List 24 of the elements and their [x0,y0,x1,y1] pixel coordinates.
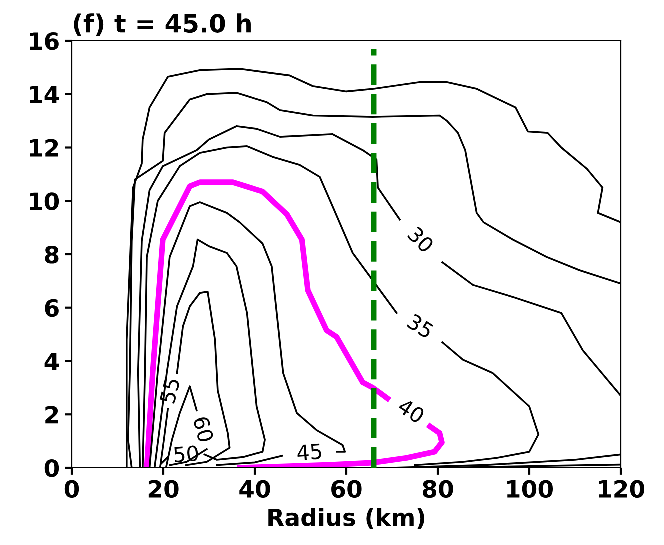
text: 35 [406,313,435,340]
y-tick-label: 4 [44,353,60,370]
series-label: 45 [297,444,322,461]
x-tick-label: 120 [599,480,645,498]
text: 40 [397,398,426,424]
y-tick-label: 12 [30,139,58,157]
y-tick-label: 2 [46,406,58,424]
x-tick-label: 80 [423,480,454,498]
y-tick-label: 8 [45,246,59,264]
x-tick-label: 40 [240,480,270,498]
y-tick-label: 16 [30,32,59,50]
y-tick-label: 6 [45,299,59,318]
x-axis-title: Radius (km) [268,508,425,530]
x-tick-label: 0 [64,480,80,498]
x-tick-label: 60 [332,480,362,498]
x-tick-label: 20 [148,480,179,498]
y-tick-label: 0 [44,459,60,478]
y-tick-label: 14 [30,86,60,104]
text: 60 [193,416,214,443]
text: 30 [407,226,435,254]
chart-title: (f) t = 45.0 h [74,14,251,36]
y-tick-label: 10 [30,192,60,210]
x-tick-label: 100 [508,480,554,498]
series-label: 50 [174,445,199,463]
